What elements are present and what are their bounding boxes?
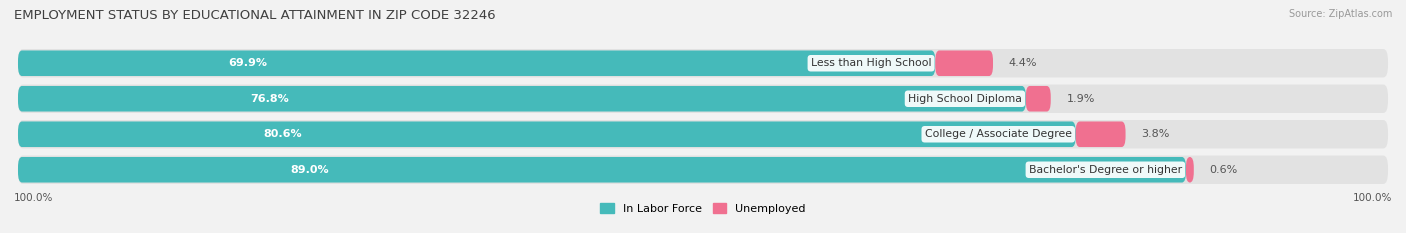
FancyBboxPatch shape: [935, 51, 993, 76]
Text: High School Diploma: High School Diploma: [908, 94, 1022, 104]
FancyBboxPatch shape: [18, 51, 935, 76]
FancyBboxPatch shape: [1076, 121, 1126, 147]
Text: 100.0%: 100.0%: [14, 193, 53, 203]
FancyBboxPatch shape: [18, 156, 1388, 184]
FancyBboxPatch shape: [1185, 157, 1194, 182]
Text: 69.9%: 69.9%: [228, 58, 267, 68]
FancyBboxPatch shape: [18, 157, 1185, 182]
Text: Less than High School: Less than High School: [811, 58, 931, 68]
Text: 76.8%: 76.8%: [250, 94, 290, 104]
Text: 1.9%: 1.9%: [1067, 94, 1095, 104]
FancyBboxPatch shape: [18, 86, 1026, 112]
FancyBboxPatch shape: [18, 121, 1076, 147]
Text: 0.6%: 0.6%: [1209, 165, 1237, 175]
Text: Bachelor's Degree or higher: Bachelor's Degree or higher: [1029, 165, 1182, 175]
Text: 4.4%: 4.4%: [1008, 58, 1038, 68]
Text: EMPLOYMENT STATUS BY EDUCATIONAL ATTAINMENT IN ZIP CODE 32246: EMPLOYMENT STATUS BY EDUCATIONAL ATTAINM…: [14, 9, 496, 22]
Text: Source: ZipAtlas.com: Source: ZipAtlas.com: [1288, 9, 1392, 19]
Legend: In Labor Force, Unemployed: In Labor Force, Unemployed: [596, 199, 810, 218]
Text: 3.8%: 3.8%: [1142, 129, 1170, 139]
Text: 100.0%: 100.0%: [1353, 193, 1392, 203]
Text: 89.0%: 89.0%: [291, 165, 329, 175]
FancyBboxPatch shape: [18, 120, 1388, 148]
Text: 80.6%: 80.6%: [263, 129, 302, 139]
FancyBboxPatch shape: [18, 49, 1388, 77]
FancyBboxPatch shape: [18, 85, 1388, 113]
FancyBboxPatch shape: [1026, 86, 1050, 112]
Text: College / Associate Degree: College / Associate Degree: [925, 129, 1071, 139]
